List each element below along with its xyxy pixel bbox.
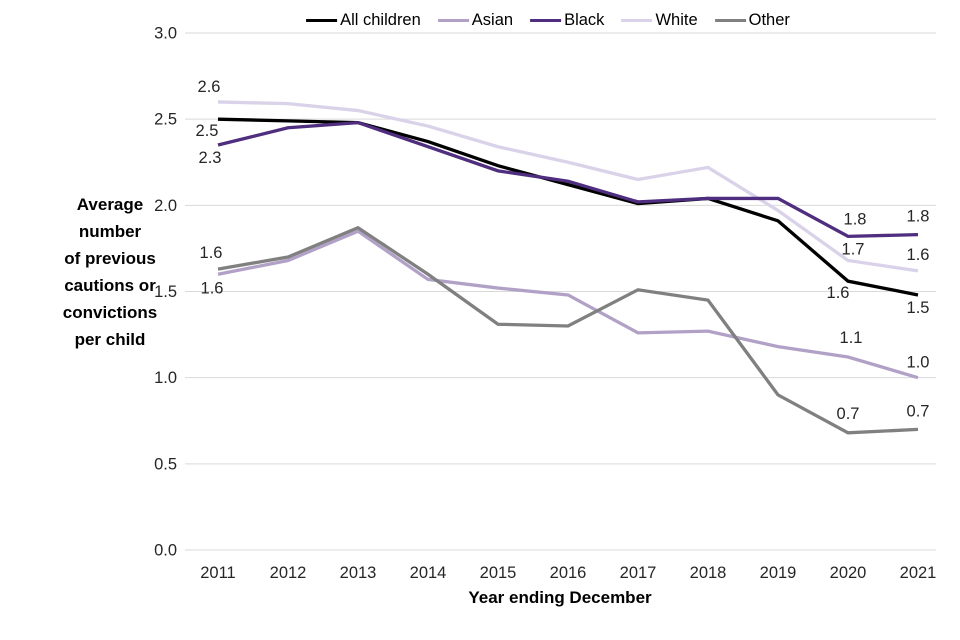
- x-tick-label: 2012: [270, 564, 307, 582]
- x-tick-label: 2013: [340, 564, 377, 582]
- data-label-black-2021: 1.8: [907, 208, 930, 226]
- y-tick-label: 1.5: [154, 283, 177, 301]
- data-label-black-2011: 2.3: [199, 149, 222, 167]
- data-label-other-2021: 0.7: [907, 402, 930, 420]
- legend-swatch-asian: [437, 18, 469, 23]
- data-label-asian-2021: 1.0: [907, 354, 930, 372]
- data-label-white-2020: 1.7: [842, 240, 865, 258]
- data-label-other-2020: 0.7: [837, 405, 860, 423]
- legend-label-other: Other: [748, 11, 790, 29]
- x-tick-label: 2017: [620, 564, 657, 582]
- x-tick-label: 2014: [410, 564, 447, 582]
- legend-item-white: White: [621, 11, 698, 30]
- y-tick-label: 0.5: [154, 455, 177, 473]
- legend-label-asian: Asian: [471, 11, 514, 29]
- legend-swatch-all-children: [306, 18, 338, 23]
- legend-swatch-other: [714, 18, 746, 23]
- y-axis-title: Average number of previous cautions or c…: [62, 195, 158, 349]
- y-tick-label: 2.0: [154, 197, 177, 215]
- series-line-black: [217, 120, 919, 239]
- legend-item-black: Black: [530, 11, 604, 30]
- data-label-black-2020: 1.8: [844, 210, 867, 228]
- legend-label-black: Black: [564, 11, 605, 29]
- x-tick-label: 2021: [900, 564, 937, 582]
- legend-item-asian: Asian: [437, 11, 514, 30]
- y-tick-label: 2.5: [154, 111, 177, 129]
- data-label-asian-2011: 1.6: [201, 279, 224, 297]
- data-label-all-children-2011: 2.5: [196, 122, 219, 140]
- x-tick-label: 2018: [690, 564, 727, 582]
- x-tick-label: 2020: [830, 564, 867, 582]
- legend-label-white: White: [655, 11, 698, 29]
- x-tick-label: 2016: [550, 564, 587, 582]
- y-tick-label: 3.0: [154, 25, 177, 43]
- data-label-white-2011: 2.6: [198, 78, 221, 96]
- series-line-white: [217, 100, 919, 273]
- y-tick-label: 1.0: [154, 369, 177, 387]
- series-line-all-children: [217, 117, 919, 297]
- legend-item-other: Other: [714, 11, 790, 30]
- x-axis-title: Year ending December: [468, 588, 652, 607]
- legend-item-all-children: All children: [306, 11, 421, 30]
- data-label-other-2011: 1.6: [200, 244, 223, 262]
- x-tick-label: 2011: [200, 564, 235, 582]
- data-label-all-children-2020: 1.6: [827, 284, 850, 302]
- data-label-asian-2020: 1.1: [840, 329, 863, 347]
- chart-legend: All children Asian Black White Other: [306, 11, 790, 30]
- legend-label-all-children: All children: [340, 11, 421, 29]
- data-label-white-2021: 1.6: [907, 246, 930, 264]
- series-line-asian: [217, 229, 919, 380]
- series-line-other: [217, 225, 919, 435]
- legend-swatch-black: [530, 18, 562, 23]
- data-label-all-children-2021: 1.5: [907, 299, 930, 317]
- y-tick-label: 0.0: [154, 542, 177, 560]
- x-tick-label: 2015: [480, 564, 517, 582]
- x-tick-label: 2019: [760, 564, 797, 582]
- legend-swatch-white: [621, 18, 653, 23]
